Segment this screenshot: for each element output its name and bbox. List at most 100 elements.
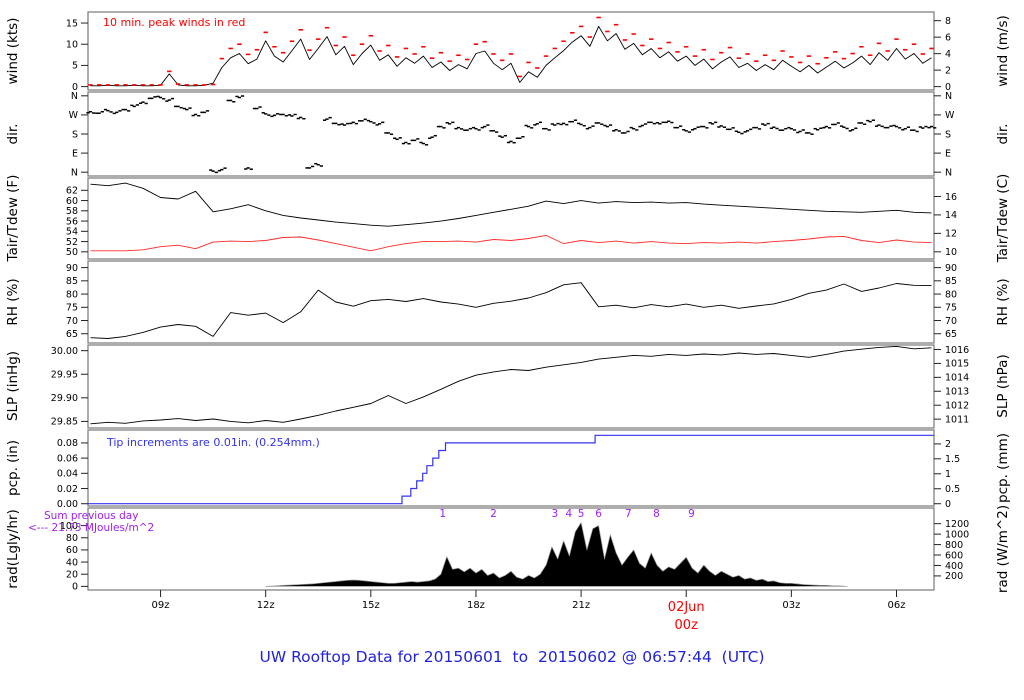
tick-label: 29.95	[51, 370, 78, 381]
axis-title-slp-inhg: SLP (inHg)	[5, 351, 21, 421]
tick-label: 54	[66, 227, 78, 238]
tick-label: 0	[72, 82, 78, 93]
tick-label: 0.04	[57, 469, 78, 480]
mj-accumulation-marker: 8	[653, 508, 660, 520]
time-tick-label: 21z	[572, 600, 590, 611]
tick-label: N	[945, 91, 952, 102]
time-tick-label: 12z	[257, 600, 275, 611]
date-label: 02Jun	[668, 600, 705, 615]
tick-label: 65	[945, 329, 957, 340]
tick-label: 0.02	[57, 484, 78, 495]
peak-wind-note: 10 min. peak winds in red	[103, 16, 245, 29]
tick-label: N	[71, 91, 78, 102]
tick-label: S	[72, 129, 78, 140]
tick-label: 80	[945, 289, 957, 300]
tick-label: 1000	[945, 529, 969, 540]
precip-accumulation-trace	[88, 434, 934, 505]
axis-title-pcp-in: pcp. (in)	[5, 440, 21, 496]
tick-label: 75	[945, 303, 957, 314]
tick-label: 0.06	[57, 453, 78, 464]
tick-label: 75	[66, 303, 78, 314]
tick-label: N	[71, 167, 78, 178]
midnight-label: 00z	[675, 618, 699, 633]
mj-accumulation-marker: 5	[578, 508, 585, 520]
tick-label: 85	[945, 276, 957, 287]
radiation-area	[265, 522, 844, 587]
tick-label: 4	[945, 49, 951, 60]
tick-label: 0.08	[57, 438, 78, 449]
tick-label: 65	[66, 329, 78, 340]
tick-label: 1200	[945, 519, 969, 530]
axis-title-rh-right: RH (%)	[995, 278, 1011, 325]
tick-label: 0	[72, 582, 78, 593]
tick-label: 62	[66, 186, 78, 197]
wind-avg-trace	[90, 25, 932, 87]
tick-label: 800	[945, 540, 963, 551]
axis-title-tair-c: Tair/Tdew (C)	[995, 174, 1011, 264]
tick-label: 60	[66, 196, 78, 207]
mj-accumulation-marker: 3	[551, 508, 558, 520]
axis-title-rh-left: RH (%)	[5, 278, 21, 325]
tick-label: 29.85	[51, 417, 78, 428]
slp-trace	[90, 345, 932, 425]
tdew-trace	[90, 234, 932, 252]
axis-title-wind-ms: wind (m/s)	[995, 15, 1011, 86]
tick-label: 6	[945, 32, 951, 43]
tick-label: 40	[66, 557, 78, 568]
time-tick-label: 18z	[467, 600, 485, 611]
axis-title-dir-right: dir.	[995, 124, 1011, 145]
mj-accumulation-marker: 9	[688, 508, 695, 520]
tick-label: 60	[66, 545, 78, 556]
tick-label: 70	[945, 316, 957, 327]
axis-title-pcp-mm: pcp. (mm)	[995, 433, 1011, 503]
tick-label: S	[945, 129, 951, 140]
tick-label: 15	[66, 18, 78, 29]
tick-label: 56	[66, 216, 78, 227]
time-tick-label: 06z	[888, 600, 906, 611]
tick-label: 85	[66, 276, 78, 287]
tick-label: 600	[945, 550, 963, 561]
tick-label: 90	[945, 263, 957, 274]
tair-trace	[90, 182, 932, 227]
tick-label: 50	[66, 247, 78, 258]
mj-accumulation-marker: 1	[439, 508, 446, 520]
tick-label: 0.00	[57, 499, 78, 510]
mj-accumulation-marker: 2	[490, 508, 497, 520]
tick-label: 0	[945, 499, 951, 510]
tick-label: E	[72, 148, 78, 159]
tick-label: 20	[66, 570, 78, 581]
tick-label: 400	[945, 561, 963, 572]
axis-title-dir-left: dir.	[5, 124, 21, 145]
axis-title-wind-kts: wind (kts)	[5, 18, 21, 85]
tick-label: 1015	[945, 359, 969, 370]
tick-label: 0	[945, 82, 951, 93]
plot-title: UW Rooftop Data for 20150601 to 20150602…	[259, 648, 765, 666]
tick-label: 5	[72, 61, 78, 72]
axis-title-rad-wm2: rad (W/m^2)	[995, 505, 1011, 593]
radiation-sum-note-line1: Sum previous day	[44, 510, 138, 522]
tick-label: 1	[945, 469, 951, 480]
tick-label: 29.90	[51, 393, 78, 404]
axis-title-rad-lgly: rad(Lgly/hr)	[5, 509, 21, 588]
tick-label: 80	[66, 289, 78, 300]
time-tick-label: 09z	[152, 600, 170, 611]
panel-precipitation: 0.00 0.02 0.04 0.06 0.08 0 0.5 1 1.5 2	[57, 429, 960, 510]
tick-label: 52	[66, 237, 78, 248]
tick-label: W	[69, 110, 79, 121]
tick-label: 1011	[945, 414, 969, 425]
radiation-sum-note-line2: <--- 21.73 MJoules/m^2	[28, 522, 154, 534]
tick-label: 8	[945, 16, 951, 27]
tick-label: 12	[945, 229, 957, 240]
time-tick-label: 15z	[362, 600, 380, 611]
tick-label: 14	[945, 210, 957, 221]
tick-label: 1016	[945, 345, 969, 356]
tick-label: 30.00	[51, 346, 78, 357]
tick-label: 200	[945, 571, 963, 582]
tick-label: 90	[66, 263, 78, 274]
tick-label: 1.5	[945, 454, 960, 465]
